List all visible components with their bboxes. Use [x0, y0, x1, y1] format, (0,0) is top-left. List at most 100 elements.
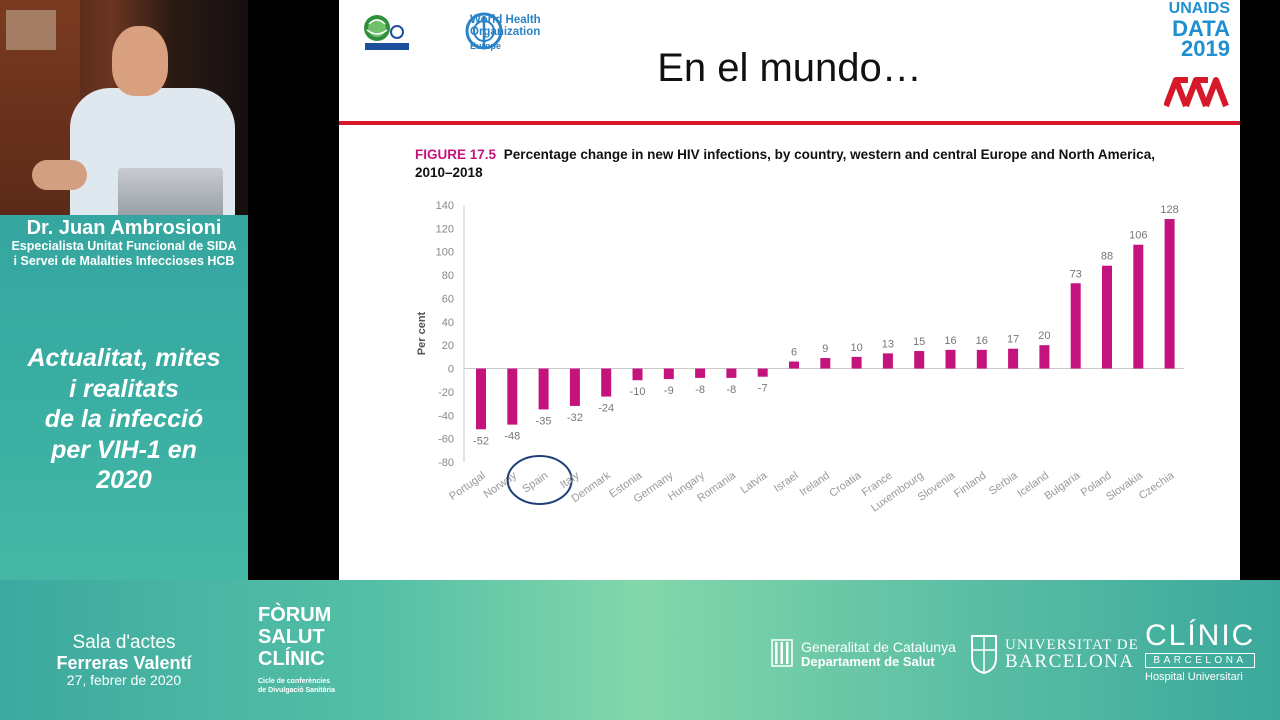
ecdc-logo — [364, 15, 409, 50]
ub-crest-icon — [971, 635, 997, 674]
bar — [789, 361, 799, 369]
video-plaque — [6, 10, 56, 50]
title-divider — [339, 121, 1240, 125]
gencat-line2: Departament de Salut — [801, 654, 935, 669]
speaker-video — [0, 0, 248, 215]
category-label: Israel — [772, 470, 801, 495]
data-label: 13 — [882, 338, 894, 350]
data-label: -10 — [630, 386, 646, 398]
category-label: Finland — [952, 470, 988, 501]
bar — [726, 368, 737, 378]
talk-title-line: i realitats — [69, 374, 179, 403]
y-tick-label: 140 — [436, 200, 454, 212]
forum-logo-line: CLÍNIC — [258, 648, 325, 670]
data-label: -7 — [758, 383, 768, 395]
bar — [820, 358, 831, 369]
presentation-slide: World Health Organization Europe UNAIDS … — [339, 0, 1240, 580]
data-label: -8 — [695, 384, 705, 396]
who-wordmark: World Health Organization — [470, 14, 541, 38]
data-label: 6 — [791, 347, 797, 359]
bar — [476, 368, 486, 430]
bar — [757, 368, 768, 377]
bar — [632, 368, 643, 381]
speaker-role-line1: Especialista Unitat Funcional de SIDA — [11, 239, 237, 253]
data-label: -24 — [598, 403, 614, 415]
y-axis-label: Per cent — [416, 311, 428, 355]
bar — [1164, 219, 1175, 369]
figure-caption-text: Percentage change in new HIV infections,… — [415, 147, 1155, 180]
data-label: 73 — [1070, 268, 1082, 280]
clinic-city: BARCELONA — [1145, 653, 1255, 668]
venue-line2: Ferreras Valentí — [56, 653, 192, 673]
data-label: -52 — [473, 435, 489, 447]
talk-title: Actualitat, mites i realitats de la infe… — [0, 343, 248, 496]
category-label: Ireland — [798, 470, 832, 499]
laptop — [118, 168, 223, 215]
bar — [695, 368, 706, 378]
data-label: 88 — [1101, 251, 1113, 263]
chart-labels: -52Portugal-48Norway-35Spain-32Italy-24D… — [447, 204, 1179, 515]
bar — [507, 368, 518, 425]
data-label: 9 — [822, 343, 828, 355]
bar — [1133, 244, 1144, 369]
speaker-name: Dr. Juan Ambrosioni — [26, 217, 222, 239]
data-label: -35 — [536, 415, 552, 427]
y-tick-label: 0 — [448, 364, 454, 376]
data-label: 16 — [944, 335, 956, 347]
data-label: 20 — [1038, 330, 1050, 342]
data-label: 106 — [1129, 230, 1147, 242]
bar — [1070, 283, 1081, 369]
hiv-change-bar-chart: 140 120 100 80 60 40 20 0 -20 -40 -60 -80 Per cent -… — [416, 200, 1184, 515]
bar — [1102, 265, 1112, 369]
bar — [538, 368, 549, 410]
forum-subtitle-line: Cicle de conferències — [258, 678, 330, 685]
data-label: -8 — [727, 384, 737, 396]
figure-number: FIGURE 17.5 — [415, 147, 497, 162]
data-label: -9 — [664, 385, 674, 397]
bar — [569, 368, 580, 406]
who-logo-icon — [465, 12, 503, 50]
bar — [914, 351, 925, 369]
forum-logo-line: SALUT — [258, 626, 325, 648]
event-footer: Sala d'actes Ferreras Valentí 27, febrer… — [0, 580, 1280, 720]
chart-bars — [476, 219, 1175, 430]
forum-subtitle-line: de Divulgació Sanitària — [258, 687, 336, 694]
forum-subtitle: Cicle de conferències de Divulgació Sani… — [258, 677, 335, 695]
y-tick-label: -80 — [438, 457, 454, 469]
unaids-line: 2019 — [1181, 36, 1230, 61]
y-tick-label: -40 — [438, 410, 454, 422]
speaker-role-line2: i Servei de Malalties Infeccioses HCB — [13, 254, 235, 268]
category-label: Spain — [520, 470, 550, 496]
bar — [601, 368, 612, 397]
bar — [1008, 348, 1019, 369]
bar — [882, 353, 893, 369]
clinic-logo: CLÍNIC — [1145, 619, 1256, 652]
y-tick-label: 120 — [436, 223, 454, 235]
highlight-circle — [506, 455, 573, 505]
who-region: Europe — [470, 41, 502, 51]
speaker-sidebar: Dr. Juan Ambrosioni Especialista Unitat … — [0, 215, 248, 580]
data-label: -32 — [567, 412, 583, 424]
bar — [663, 368, 674, 380]
slide-title: En el mundo… — [657, 46, 922, 90]
bar — [976, 349, 987, 369]
category-label: Norway — [482, 469, 520, 501]
y-tick-label: 40 — [442, 317, 454, 329]
event-date: 27, febrer de 2020 — [66, 672, 182, 688]
category-label: Portugal — [447, 470, 487, 503]
category-label: Czechia — [1137, 469, 1177, 502]
data-label: 17 — [1007, 334, 1019, 346]
red-ribbon-logo — [1164, 77, 1229, 108]
y-tick-label: -20 — [438, 387, 454, 399]
venue-line1: Sala d'actes — [72, 632, 176, 653]
data-label: 16 — [976, 335, 988, 347]
y-tick-label: -60 — [438, 434, 454, 446]
gencat-flag-icon — [771, 639, 793, 667]
category-label: Latvia — [738, 469, 770, 496]
who-wordmark-line: World Health — [470, 14, 541, 26]
unaids-line: UNAIDS — [1168, 0, 1230, 17]
data-label: -48 — [504, 431, 520, 443]
who-wordmark-line: Organization — [470, 26, 541, 38]
forum-logo-line: FÒRUM — [258, 604, 332, 626]
data-label: 128 — [1160, 204, 1178, 216]
